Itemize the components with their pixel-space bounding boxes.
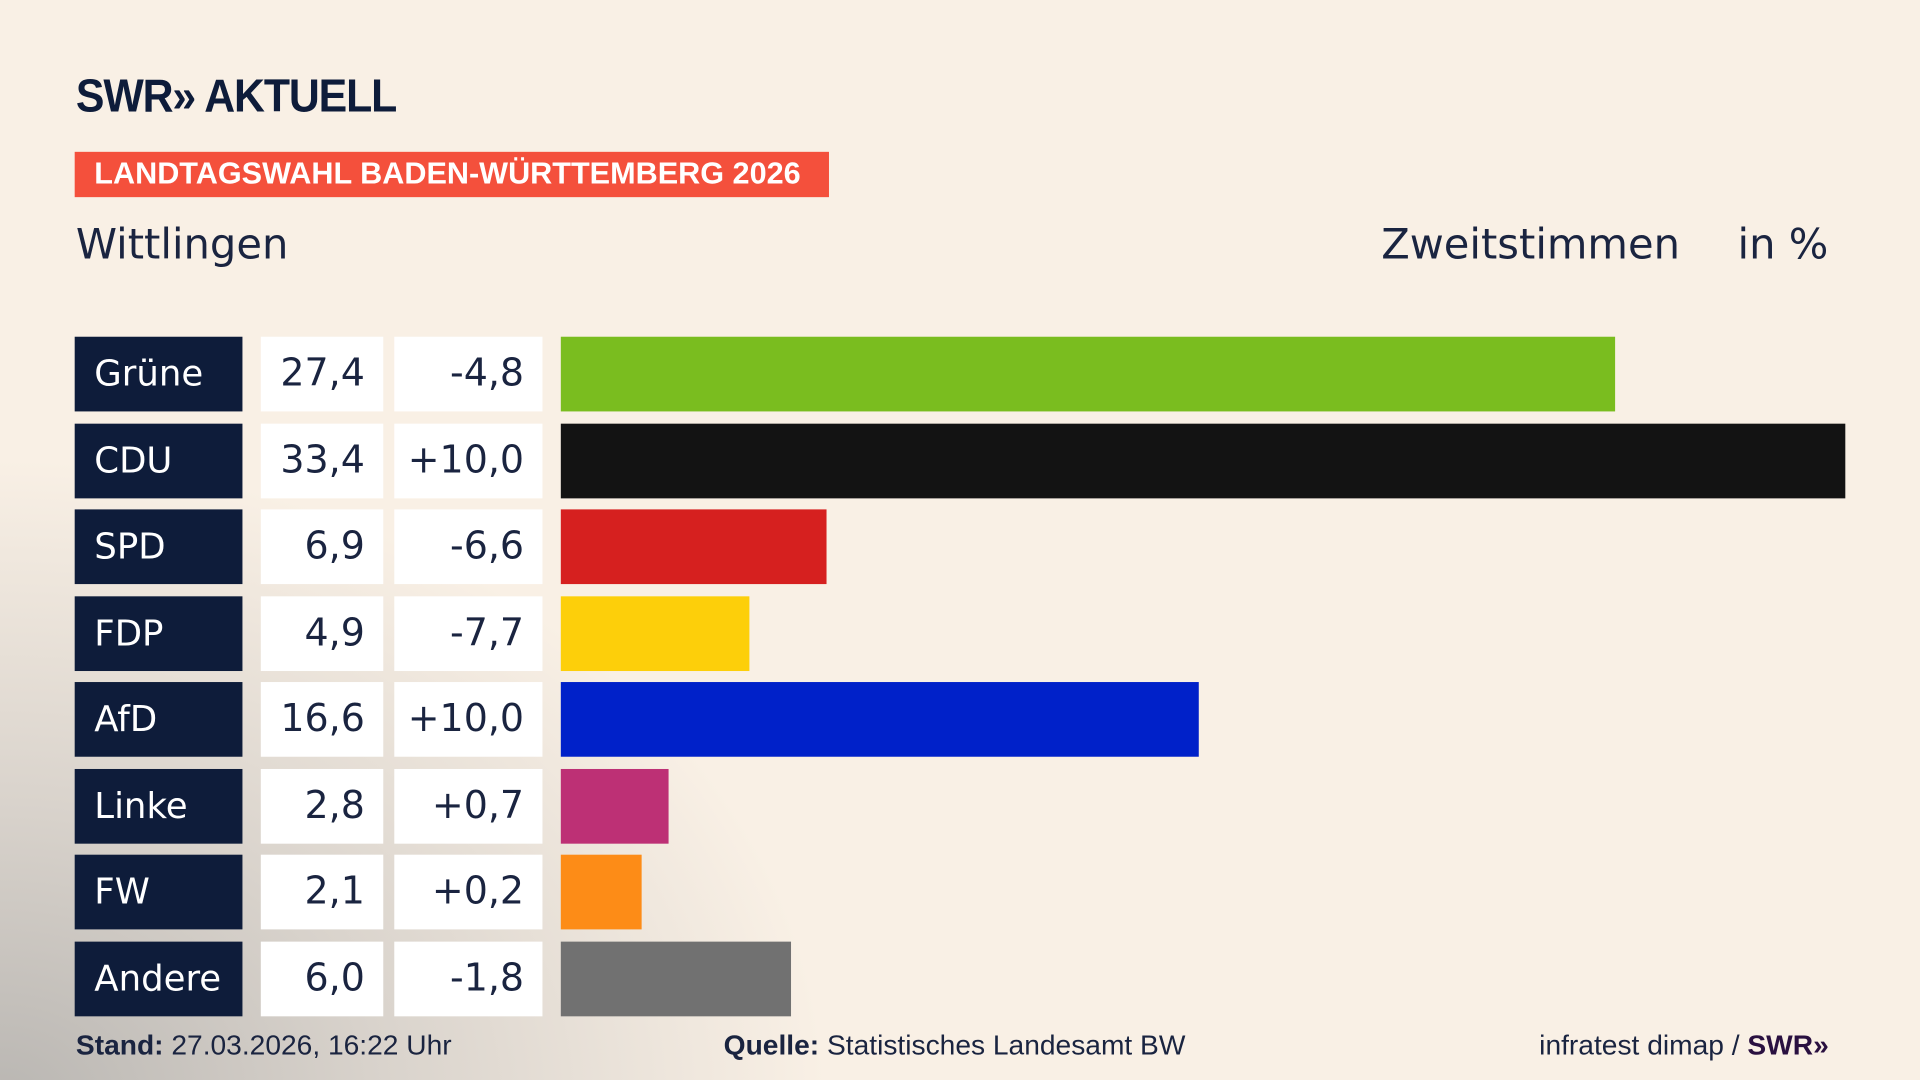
credit-text: infratest dimap /: [1539, 1028, 1740, 1061]
diff-label: +10,0: [394, 682, 543, 757]
bar: [560, 682, 1200, 757]
diff-label: -1,8: [394, 941, 543, 1016]
bar: [560, 423, 1846, 498]
party-label: SPD: [74, 509, 243, 585]
chart-subtitle: Zweitstimmen: [1381, 220, 1681, 270]
source-label: Quelle:: [723, 1028, 820, 1061]
swr-aktuell-logo: SWR» AKTUELL: [75, 71, 397, 123]
party-label: CDU: [74, 423, 243, 498]
value-label: 2,8: [260, 768, 384, 844]
stand-label: Stand:: [75, 1028, 164, 1061]
value-label: 27,4: [260, 336, 384, 412]
unit-label: in %: [1737, 220, 1829, 270]
value-label: 2,1: [260, 854, 384, 930]
bar: [560, 595, 750, 671]
party-label: FW: [74, 854, 243, 930]
election-banner: LANDTAGSWAHL BADEN-WÜRTTEMBERG 2026: [74, 151, 829, 198]
diff-label: +0,7: [394, 768, 543, 844]
party-label: Andere: [74, 941, 243, 1016]
bar: [560, 509, 827, 585]
diff-label: -6,6: [394, 509, 543, 585]
place-name: Wittlingen: [75, 220, 289, 270]
party-label: Grüne: [74, 336, 243, 412]
diff-label: +0,2: [394, 854, 543, 930]
source: Quelle: Statistisches Landesamt BW: [724, 1029, 1186, 1062]
diff-label: -7,7: [394, 595, 543, 671]
value-label: 6,9: [260, 509, 384, 585]
timestamp: Stand: 27.03.2026, 16:22 Uhr: [76, 1029, 452, 1062]
party-label: Linke: [74, 768, 243, 844]
value-label: 6,0: [260, 941, 384, 1016]
swr-logo: SWR»: [1747, 1028, 1829, 1061]
diff-label: +10,0: [394, 423, 543, 498]
credit: infratest dimap / SWR»: [1539, 1029, 1829, 1062]
bar: [560, 336, 1615, 412]
party-label: AfD: [74, 682, 243, 757]
value-label: 4,9: [260, 595, 384, 671]
bar: [560, 941, 792, 1016]
bar: [560, 854, 642, 930]
stand-value: 27.03.2026, 16:22 Uhr: [171, 1028, 452, 1061]
bar: [560, 768, 669, 844]
value-label: 33,4: [260, 423, 384, 498]
diff-label: -4,8: [394, 336, 543, 412]
value-label: 16,6: [260, 682, 384, 757]
party-label: FDP: [74, 595, 243, 671]
source-value: Statistisches Landesamt BW: [826, 1028, 1186, 1061]
